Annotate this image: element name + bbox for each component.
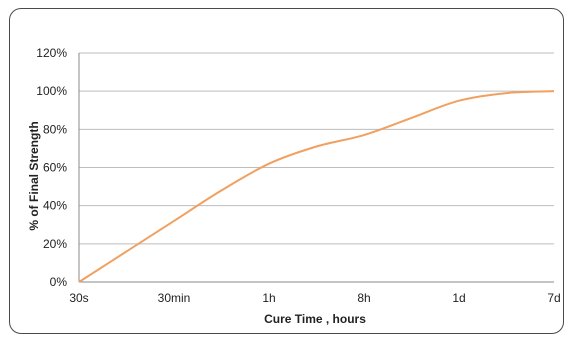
y-tick-label: 60% bbox=[43, 161, 67, 175]
y-tick-label: 20% bbox=[43, 237, 67, 251]
x-tick-label: 7d bbox=[547, 291, 560, 305]
y-axis-title: % of Final Strength bbox=[27, 121, 41, 230]
x-axis-title: Cure Time , hours bbox=[264, 312, 366, 326]
x-tick-label: 1h bbox=[262, 291, 275, 305]
x-tick-label: 30s bbox=[69, 291, 88, 305]
y-tick-label: 0% bbox=[50, 275, 68, 289]
y-tick-label: 120% bbox=[36, 46, 67, 60]
y-tick-label: 80% bbox=[43, 122, 67, 136]
y-tick-label: 40% bbox=[43, 199, 67, 213]
gridlines bbox=[79, 52, 554, 245]
series-line bbox=[78, 90, 555, 283]
y-tick-labels: 0% 20% 40% 60% 80% 100% 120% bbox=[36, 46, 67, 289]
y-tick-label: 100% bbox=[36, 84, 67, 98]
x-tick-label: 1d bbox=[452, 291, 465, 305]
x-tick-label: 8h bbox=[357, 291, 370, 305]
x-tick-label: 30min bbox=[158, 291, 191, 305]
chart-frame bbox=[9, 8, 564, 334]
x-tick-labels: 30s 30min 1h 8h 1d 7d bbox=[69, 291, 560, 305]
